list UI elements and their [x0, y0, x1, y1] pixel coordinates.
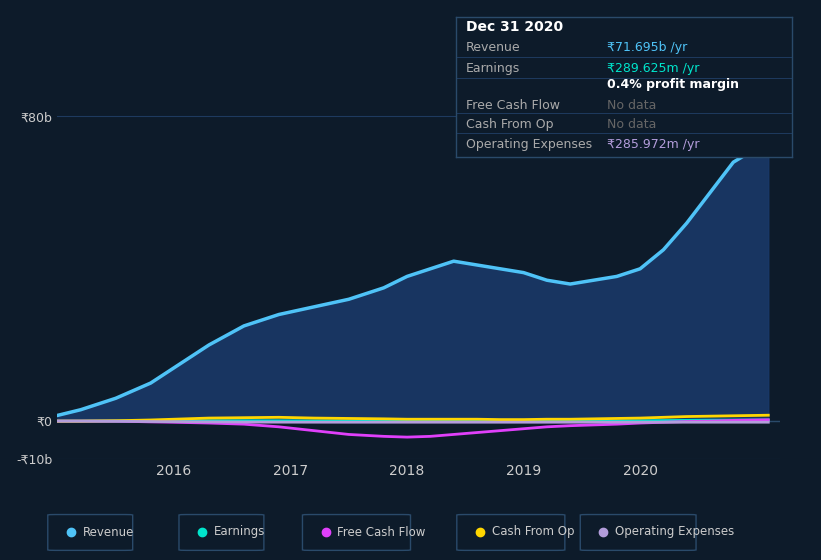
Text: Dec 31 2020: Dec 31 2020 [466, 20, 563, 34]
Text: Operating Expenses: Operating Expenses [615, 525, 734, 539]
FancyBboxPatch shape [48, 515, 133, 550]
Text: Operating Expenses: Operating Expenses [466, 138, 592, 151]
FancyBboxPatch shape [580, 515, 696, 550]
FancyBboxPatch shape [179, 515, 264, 550]
Text: ₹289.625m /yr: ₹289.625m /yr [608, 62, 699, 75]
Text: Earnings: Earnings [466, 62, 520, 75]
FancyBboxPatch shape [302, 515, 410, 550]
Text: Cash From Op: Cash From Op [492, 525, 574, 539]
Text: Free Cash Flow: Free Cash Flow [466, 99, 560, 111]
Text: No data: No data [608, 99, 657, 111]
FancyBboxPatch shape [456, 515, 565, 550]
Text: ₹71.695b /yr: ₹71.695b /yr [608, 41, 687, 54]
Text: Revenue: Revenue [83, 525, 134, 539]
Text: Free Cash Flow: Free Cash Flow [337, 525, 425, 539]
Text: Earnings: Earnings [213, 525, 265, 539]
Text: ₹285.972m /yr: ₹285.972m /yr [608, 138, 699, 151]
Text: No data: No data [608, 118, 657, 131]
Text: 0.4% profit margin: 0.4% profit margin [608, 77, 739, 91]
Text: Revenue: Revenue [466, 41, 521, 54]
Text: Cash From Op: Cash From Op [466, 118, 553, 131]
